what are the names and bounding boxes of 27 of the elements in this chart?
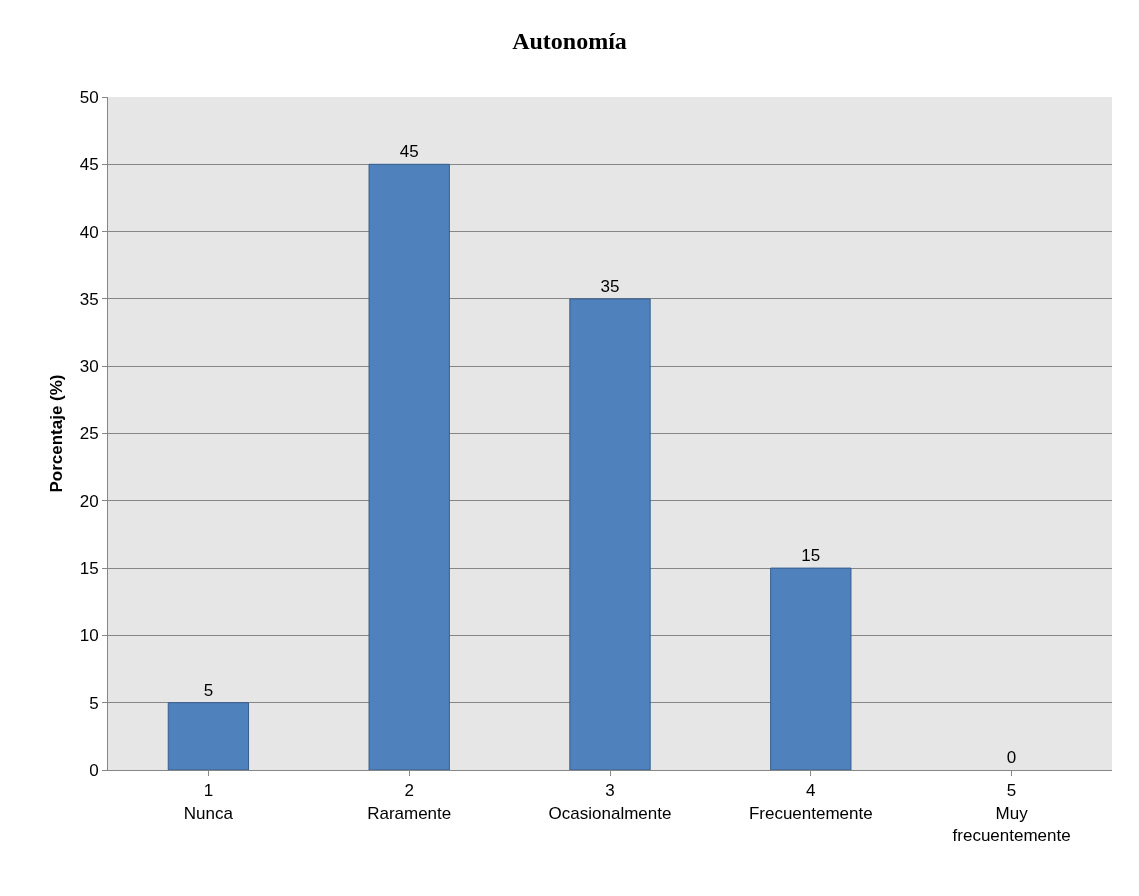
y-tick-label: 30 — [79, 357, 99, 377]
x-tick-label: 1 Nunca — [183, 781, 234, 823]
data-label: 5 — [203, 680, 214, 700]
bar — [770, 567, 852, 770]
data-label: 35 — [600, 276, 620, 296]
y-tick-label: 10 — [79, 626, 99, 646]
data-label: 45 — [399, 142, 419, 162]
x-tick-label: 5 Muy frecuentemente — [952, 781, 1071, 845]
x-tick-label: 3 Ocasionalmente — [548, 781, 672, 823]
y-tick-label: 35 — [79, 289, 99, 309]
y-tick-label: 40 — [79, 222, 99, 242]
y-tick-label: 20 — [79, 491, 99, 511]
y-tick-label: 50 — [79, 87, 99, 107]
y-tick-label: 15 — [79, 559, 99, 579]
x-tick-label: 4 Frecuentemente — [748, 781, 873, 823]
data-label: 0 — [1006, 748, 1017, 767]
chart-title: Autonomía — [512, 27, 627, 54]
y-tick-label: 5 — [89, 693, 99, 713]
y-axis-title: Porcentaje (%) — [47, 374, 67, 493]
y-tick-label: 45 — [79, 155, 99, 175]
bar — [368, 163, 450, 770]
bar — [167, 702, 250, 770]
x-tick-label: 2 Raramente — [367, 781, 452, 823]
data-label: 15 — [801, 546, 821, 566]
y-tick-label: 25 — [79, 424, 99, 444]
y-tick-label: 0 — [89, 760, 99, 780]
bar — [569, 298, 651, 770]
